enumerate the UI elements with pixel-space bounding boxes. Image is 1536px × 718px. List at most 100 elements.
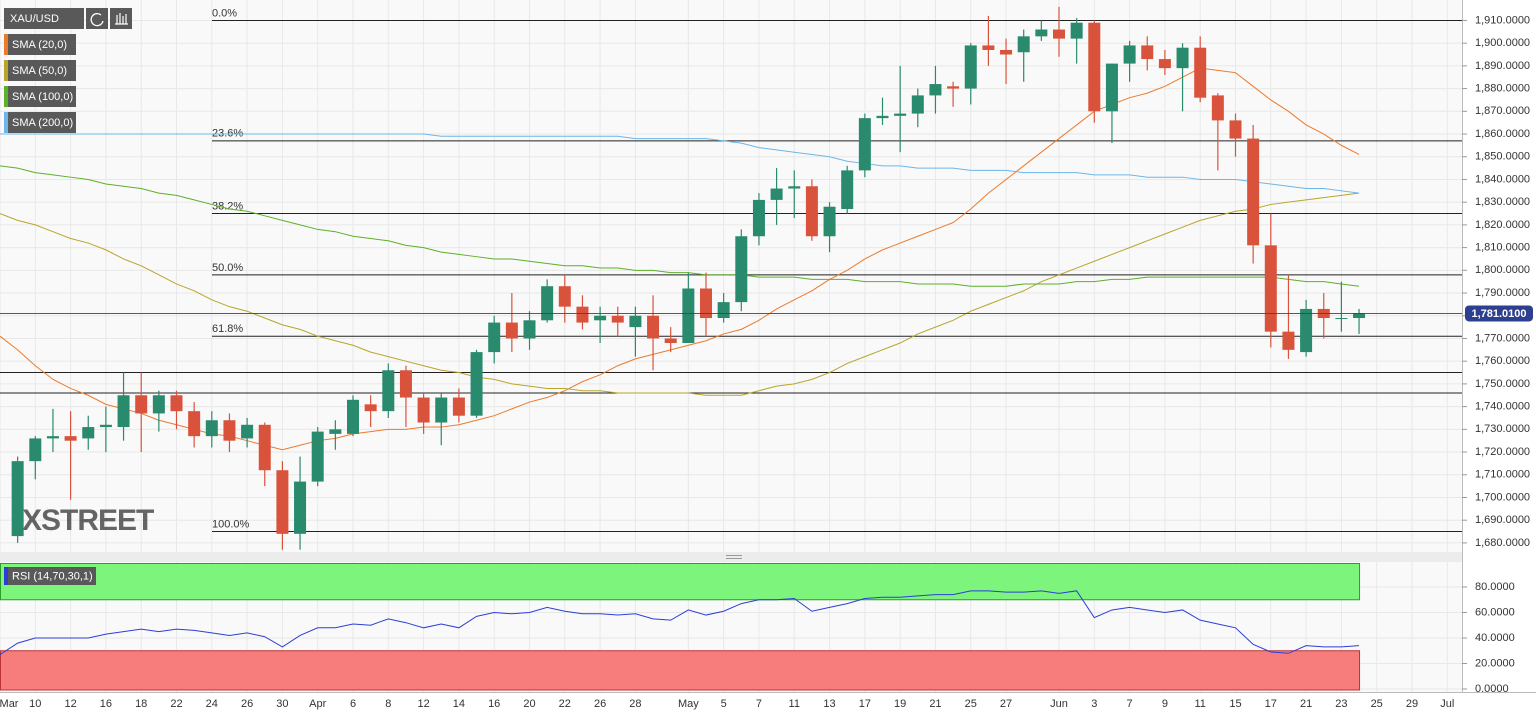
x-tick-label: 6: [350, 698, 356, 710]
legend-swatch: [4, 112, 8, 133]
candle-body: [752, 199, 765, 237]
overlay-layer: Mar 10 12 16 18 22 24 26 30 Apr 6 8 12 14 16 20 22 26 28 Ma…: [0, 8, 1533, 710]
candle-body: [505, 322, 518, 339]
legend-box[interactable]: [4, 86, 76, 107]
fib-label: 0.0%: [212, 7, 237, 19]
x-tick-label: 27: [1000, 698, 1012, 710]
candle-body: [1017, 36, 1030, 53]
sma-line: [0, 133, 1360, 194]
candle-body: [1088, 22, 1101, 112]
candle-body: [29, 438, 42, 462]
y-tick-label: 0.0000: [1475, 683, 1509, 695]
candle-body: [1000, 49, 1013, 55]
x-tick-label: 19: [894, 698, 906, 710]
legend-label: SMA (50,0): [12, 65, 67, 77]
y-tick-label: 1,900.0000: [1475, 37, 1530, 49]
x-tick-label: 10: [29, 698, 41, 710]
legend-label: SMA (20,0): [12, 39, 67, 51]
candle-body: [488, 322, 501, 353]
symbol-label: XAU/USD: [10, 13, 59, 25]
refresh-button[interactable]: [86, 8, 108, 29]
candle-body: [947, 86, 960, 89]
candle-body: [188, 411, 201, 437]
candle-body: [99, 424, 112, 428]
legend-box[interactable]: [4, 60, 76, 81]
x-tick-label: 11: [1194, 698, 1205, 710]
candle-body: [1335, 318, 1348, 320]
candle-body: [399, 370, 412, 398]
x-tick-label: 8: [385, 698, 391, 710]
candle-body: [1035, 29, 1048, 37]
x-tick-label: 3: [1091, 698, 1097, 710]
legend-swatch: [4, 60, 8, 81]
x-tick-label: 13: [823, 698, 835, 710]
candle-body: [223, 420, 236, 441]
candle-body: [205, 420, 218, 437]
symbol-box[interactable]: [4, 8, 84, 29]
x-tick-label: 21: [1300, 698, 1312, 710]
refresh-icon: [90, 12, 104, 27]
y-tick-label: 1,890.0000: [1475, 60, 1530, 72]
plot-layer: 0.0%23.6%38.2%50.0%61.8%100.0%: [0, 6, 1462, 691]
x-tick-label: May: [678, 698, 699, 710]
candle-body: [117, 395, 130, 428]
rsi-legend-swatch: [4, 567, 8, 585]
pane-separator[interactable]: [0, 552, 1462, 562]
candle-body: [1353, 313, 1366, 319]
candle-body: [152, 395, 165, 414]
candle-body: [1158, 59, 1171, 69]
x-tick-label: 16: [488, 698, 500, 710]
candle-body: [46, 436, 59, 439]
legend-swatch: [4, 86, 8, 107]
y-tick-label: 40.0000: [1475, 632, 1515, 644]
candle-body: [435, 397, 448, 423]
chart-type-button[interactable]: [110, 8, 132, 29]
x-tick-label: 22: [170, 698, 182, 710]
legend-box[interactable]: [4, 34, 76, 55]
x-tick-label: 18: [135, 698, 147, 710]
price-pane: [0, 0, 1462, 552]
legend-box[interactable]: [4, 112, 76, 133]
candle-body: [1176, 47, 1189, 69]
x-tick-label: 7: [756, 698, 762, 710]
candle-body: [629, 315, 642, 328]
chart-type-icon: [115, 13, 128, 25]
y-tick-label: 1,860.0000: [1475, 128, 1530, 140]
candle-body: [170, 395, 183, 412]
candle-body: [241, 424, 254, 439]
candle-body: [664, 338, 677, 344]
candle-body: [1141, 45, 1154, 60]
overbought-zone: [0, 563, 1361, 601]
candle-body: [841, 170, 854, 209]
x-tick-label: Mar: [0, 698, 19, 710]
sma-line: [0, 165, 1360, 287]
candle-body: [258, 424, 271, 471]
candle-body: [735, 236, 748, 303]
candle-body: [964, 45, 977, 89]
y-tick-label: 1,730.0000: [1475, 423, 1530, 435]
x-tick-label: 24: [206, 698, 218, 710]
rsi-legend-label: RSI (14,70,30,1): [12, 570, 93, 582]
candle-body: [682, 288, 695, 344]
y-tick-label: 1,880.0000: [1475, 82, 1530, 94]
rsi-legend-box[interactable]: [4, 567, 96, 585]
legend-swatch: [4, 34, 8, 55]
candle-body: [982, 45, 995, 50]
candle-body: [1211, 95, 1224, 121]
last-price-label: 1,781.0100: [1471, 308, 1526, 320]
x-tick-label: Apr: [309, 698, 326, 710]
x-tick-label: 16: [100, 698, 112, 710]
candle-body: [611, 315, 624, 323]
x-tick-label: 25: [1371, 698, 1383, 710]
x-tick-label: 14: [453, 698, 465, 710]
candle-body: [823, 206, 836, 237]
candle-body: [311, 431, 324, 482]
legend-label: SMA (200,0): [12, 117, 73, 129]
sma-line: [0, 192, 1360, 396]
candle-body: [858, 118, 871, 171]
candle-body: [417, 397, 430, 423]
candle-body: [1247, 138, 1260, 246]
y-tick-label: 1,790.0000: [1475, 287, 1530, 299]
y-tick-label: 20.0000: [1475, 657, 1515, 669]
